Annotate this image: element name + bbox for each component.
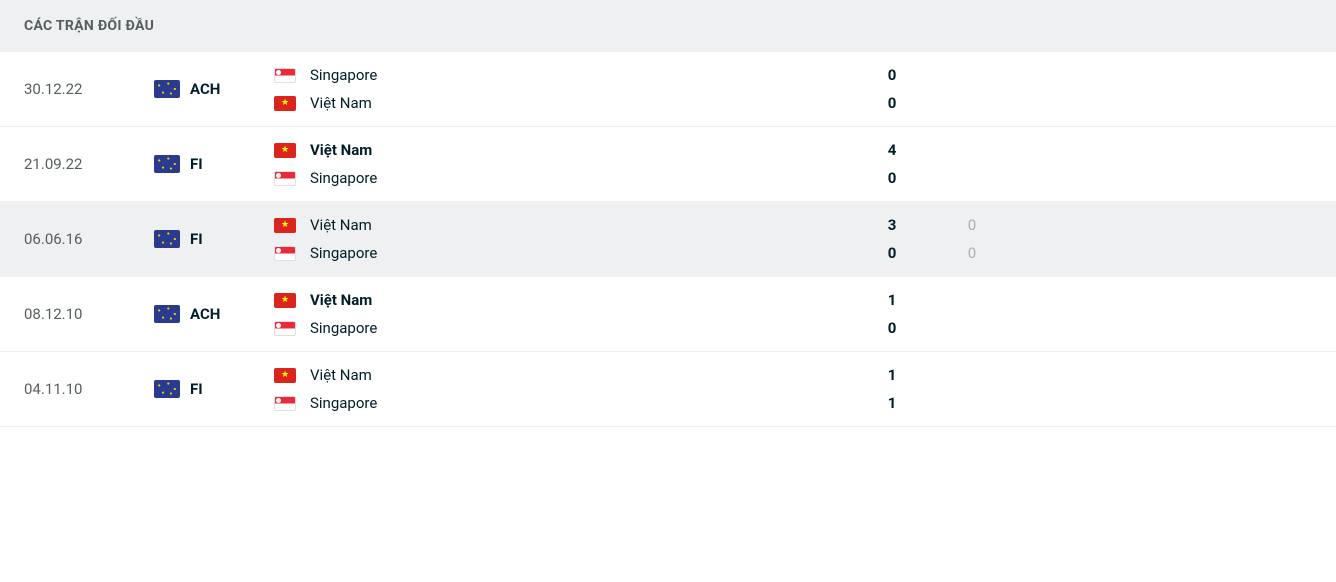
competition-code: FI <box>190 230 203 248</box>
away-score: 0 <box>888 169 897 187</box>
away-team: Singapore <box>274 394 852 412</box>
away-score: 0 <box>888 319 897 337</box>
section-header: CÁC TRẬN ĐỐI ĐẦU <box>0 0 1336 52</box>
home-team: Singapore <box>274 66 852 84</box>
fulltime-score: 4 0 <box>852 141 932 187</box>
vietnam-flag-icon <box>274 96 296 111</box>
halftime-score <box>932 309 1012 319</box>
away-team-name: Singapore <box>310 394 377 412</box>
competition: ACH <box>154 80 274 98</box>
teams: Việt Nam Singapore <box>274 366 852 412</box>
home-halftime: 0 <box>968 216 976 234</box>
singapore-flag-icon <box>274 171 296 186</box>
matches-list: 30.12.22 ACH Singapore Việt Nam 0 0 21.0… <box>0 52 1336 427</box>
teams: Việt Nam Singapore <box>274 291 852 337</box>
world-icon <box>154 80 180 98</box>
home-team-name: Singapore <box>310 66 377 84</box>
halftime-score: 0 0 <box>932 216 1012 262</box>
match-row[interactable]: 21.09.22 FI Việt Nam Singapore 4 0 <box>0 127 1336 202</box>
away-team: Việt Nam <box>274 94 852 112</box>
world-icon <box>154 155 180 173</box>
home-team: Việt Nam <box>274 141 852 159</box>
home-team-name: Việt Nam <box>310 216 372 234</box>
away-team: Singapore <box>274 244 852 262</box>
match-row[interactable]: 30.12.22 ACH Singapore Việt Nam 0 0 <box>0 52 1336 127</box>
singapore-flag-icon <box>274 246 296 261</box>
vietnam-flag-icon <box>274 218 296 233</box>
home-score: 1 <box>888 291 897 309</box>
competition-code: FI <box>190 380 203 398</box>
vietnam-flag-icon <box>274 143 296 158</box>
competition: ACH <box>154 305 274 323</box>
match-date: 30.12.22 <box>24 80 154 98</box>
competition-code: ACH <box>190 305 220 323</box>
section-title: CÁC TRẬN ĐỐI ĐẦU <box>24 18 154 34</box>
teams: Việt Nam Singapore <box>274 216 852 262</box>
competition-code: FI <box>190 155 203 173</box>
vietnam-flag-icon <box>274 368 296 383</box>
singapore-flag-icon <box>274 321 296 336</box>
world-icon <box>154 380 180 398</box>
singapore-flag-icon <box>274 396 296 411</box>
match-date: 04.11.10 <box>24 380 154 398</box>
home-team-name: Việt Nam <box>310 141 372 159</box>
match-date: 06.06.16 <box>24 230 154 248</box>
away-team-name: Singapore <box>310 169 377 187</box>
home-team: Việt Nam <box>274 366 852 384</box>
fulltime-score: 1 0 <box>852 291 932 337</box>
teams: Việt Nam Singapore <box>274 141 852 187</box>
home-team: Việt Nam <box>274 216 852 234</box>
halftime-score <box>932 84 1012 94</box>
home-score: 0 <box>888 66 897 84</box>
singapore-flag-icon <box>274 68 296 83</box>
away-team-name: Singapore <box>310 244 377 262</box>
competition: FI <box>154 155 274 173</box>
halftime-score <box>932 384 1012 394</box>
fulltime-score: 3 0 <box>852 216 932 262</box>
away-team: Singapore <box>274 169 852 187</box>
halftime-score <box>932 159 1012 169</box>
home-score: 1 <box>888 366 897 384</box>
home-team-name: Việt Nam <box>310 291 372 309</box>
away-team-name: Singapore <box>310 319 377 337</box>
away-team-name: Việt Nam <box>310 94 372 112</box>
competition: FI <box>154 230 274 248</box>
world-icon <box>154 230 180 248</box>
match-date: 21.09.22 <box>24 155 154 173</box>
away-halftime: 0 <box>968 244 976 262</box>
teams: Singapore Việt Nam <box>274 66 852 112</box>
fulltime-score: 0 0 <box>852 66 932 112</box>
away-score: 0 <box>888 94 897 112</box>
home-team-name: Việt Nam <box>310 366 372 384</box>
vietnam-flag-icon <box>274 293 296 308</box>
away-score: 1 <box>888 394 897 412</box>
home-score: 3 <box>888 216 897 234</box>
match-row[interactable]: 06.06.16 FI Việt Nam Singapore 3 0 0 0 <box>0 202 1336 277</box>
match-row[interactable]: 04.11.10 FI Việt Nam Singapore 1 1 <box>0 352 1336 427</box>
world-icon <box>154 305 180 323</box>
competition: FI <box>154 380 274 398</box>
match-date: 08.12.10 <box>24 305 154 323</box>
fulltime-score: 1 1 <box>852 366 932 412</box>
match-row[interactable]: 08.12.10 ACH Việt Nam Singapore 1 0 <box>0 277 1336 352</box>
away-score: 0 <box>888 244 897 262</box>
competition-code: ACH <box>190 80 220 98</box>
home-score: 4 <box>888 141 897 159</box>
away-team: Singapore <box>274 319 852 337</box>
home-team: Việt Nam <box>274 291 852 309</box>
